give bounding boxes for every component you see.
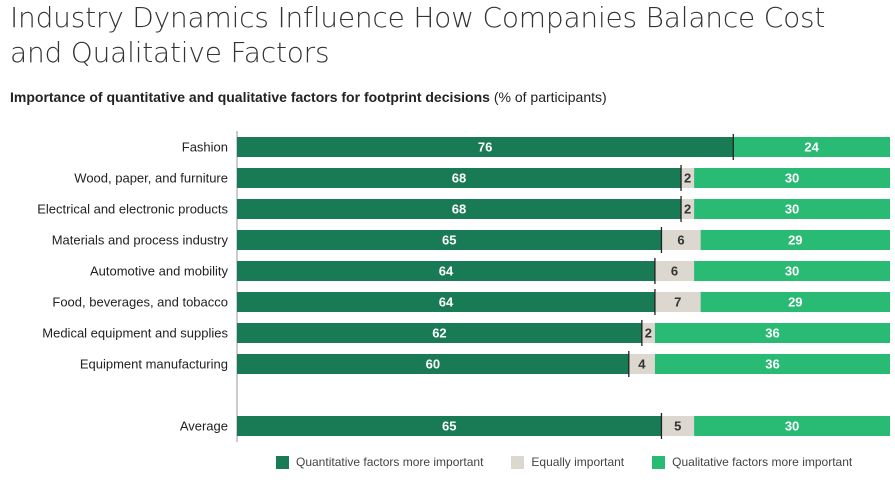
chart-legend: Quantitative factors more important Equa… (276, 455, 852, 469)
bar-segment-equal (654, 261, 695, 281)
category-label: Materials and process industry (52, 233, 229, 248)
data-label-equal: 5 (674, 419, 681, 434)
data-label-qualitative: 36 (765, 357, 779, 372)
legend-label-quantitative: Quantitative factors more important (296, 455, 484, 469)
legend-item-quantitative: Quantitative factors more important (276, 455, 483, 469)
bar-segment-equal (641, 323, 655, 343)
subtitle-main: Importance of quantitative and qualitati… (10, 89, 490, 105)
legend-swatch-equal (511, 455, 525, 469)
bar-segment-quantitative (237, 292, 655, 312)
data-label-quantitative: 76 (478, 140, 492, 155)
bar-segment-quantitative (237, 416, 662, 436)
bar-segment-quantitative (237, 323, 642, 343)
category-label: Equipment manufacturing (80, 357, 228, 372)
bar-segment-equal (681, 168, 695, 188)
category-label: Automotive and mobility (90, 264, 229, 279)
data-label-quantitative: 60 (426, 357, 440, 372)
bar-segment-quantitative (237, 230, 662, 250)
legend-item-qualitative: Qualitative factors more important (652, 455, 852, 469)
data-label-equal: 7 (674, 295, 681, 310)
bar-segment-qualitative (654, 354, 890, 374)
bar-segment-quantitative (237, 137, 734, 157)
data-label-quantitative: 65 (442, 233, 456, 248)
chart-title: Industry Dynamics Influence How Companie… (10, 1, 826, 69)
bar-segment-qualitative (694, 168, 890, 188)
category-label: Medical equipment and supplies (42, 326, 228, 341)
bar-segment-qualitative (694, 199, 890, 219)
data-label-quantitative: 64 (439, 264, 454, 279)
category-label: Fashion (182, 140, 228, 155)
bar-segment-equal (654, 292, 701, 312)
category-label: Wood, paper, and furniture (74, 171, 228, 186)
data-label-quantitative: 68 (452, 202, 466, 217)
bar-segment-quantitative (237, 168, 682, 188)
bar-segment-quantitative (237, 199, 682, 219)
bar-segment-quantitative (237, 261, 655, 281)
data-label-quantitative: 62 (432, 326, 446, 341)
data-label-equal: 4 (638, 357, 646, 372)
bar-segment-qualitative (700, 230, 890, 250)
data-label-equal: 2 (684, 202, 691, 217)
data-label-quantitative: 65 (442, 419, 456, 434)
bar-segment-equal (628, 354, 655, 374)
data-label-qualitative: 29 (788, 233, 802, 248)
data-label-equal: 6 (677, 233, 684, 248)
data-label-quantitative: 64 (439, 295, 454, 310)
data-label-qualitative: 30 (785, 419, 799, 434)
data-label-qualitative: 30 (785, 171, 799, 186)
data-label-qualitative: 29 (788, 295, 802, 310)
bar-segment-qualitative (654, 323, 890, 343)
data-label-qualitative: 36 (765, 326, 779, 341)
chart-subtitle: Importance of quantitative and qualitati… (10, 89, 607, 105)
category-label: Average (180, 419, 228, 434)
data-label-equal: 6 (671, 264, 678, 279)
data-label-equal: 2 (645, 326, 652, 341)
category-label: Electrical and electronic products (37, 202, 228, 217)
data-label-equal: 2 (684, 171, 691, 186)
data-label-qualitative: 30 (785, 264, 799, 279)
data-label-quantitative: 68 (452, 171, 466, 186)
bar-segment-equal (661, 416, 695, 436)
legend-label-qualitative: Qualitative factors more important (672, 455, 853, 469)
bar-segment-quantitative (237, 354, 629, 374)
legend-swatch-qualitative (652, 455, 666, 469)
bar-segment-equal (681, 199, 695, 219)
subtitle-unit: (% of participants) (493, 89, 607, 105)
data-label-qualitative: 30 (785, 202, 799, 217)
bar-segment-qualitative (694, 261, 890, 281)
legend-swatch-quantitative (276, 455, 289, 469)
data-label-qualitative: 24 (804, 140, 819, 155)
bar-segment-qualitative (694, 416, 890, 436)
bar-segment-qualitative (733, 137, 890, 157)
bar-segment-equal (661, 230, 701, 250)
legend-label-equal: Equally important (531, 455, 625, 469)
bar-segment-qualitative (700, 292, 890, 312)
category-label: Food, beverages, and tobacco (52, 295, 228, 310)
legend-item-equal: Equally important (511, 455, 624, 469)
